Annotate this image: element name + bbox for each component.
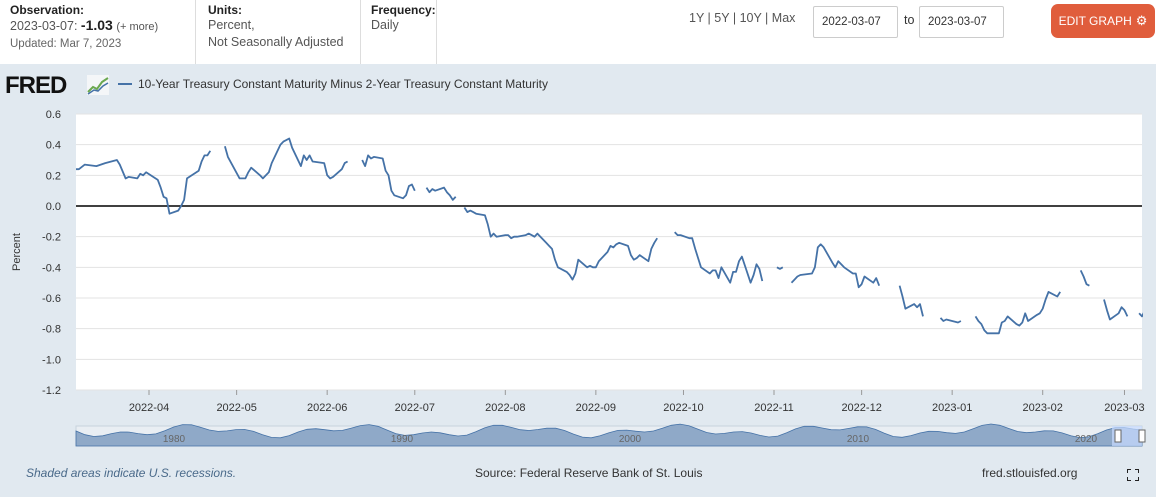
fred-logo-graph-icon xyxy=(87,75,109,95)
range-5y[interactable]: 5Y xyxy=(714,11,730,25)
series-line-segment xyxy=(898,285,924,317)
y-tick-label: -0.2 xyxy=(42,232,61,244)
series-line-segment xyxy=(776,266,784,270)
legend-series-name: 10-Year Treasury Constant Maturity Minus… xyxy=(138,77,548,91)
x-tick-label: 2023-01 xyxy=(932,402,972,414)
units-line1: Percent, xyxy=(208,18,255,32)
observation-date: 2023-03-07: xyxy=(10,19,78,33)
navigator-tick-label: 1990 xyxy=(391,434,414,445)
x-tick-label: 2022-07 xyxy=(395,402,435,414)
x-tick-label: 2023-03 xyxy=(1104,402,1144,414)
frequency-box: Frequency: Daily xyxy=(361,0,437,64)
y-tick-label: -0.8 xyxy=(42,324,61,336)
range-1y[interactable]: 1Y xyxy=(689,11,705,25)
navigator-area xyxy=(75,423,1143,447)
updated-date: Updated: Mar 7, 2023 xyxy=(10,38,122,50)
gear-icon: ⚙ xyxy=(1135,13,1148,28)
fullscreen-icon[interactable] xyxy=(1127,469,1139,481)
header-bar: Observation: 2023-03-07: -1.03 (+ more) … xyxy=(0,0,1156,64)
y-tick-label: -1.0 xyxy=(42,354,61,366)
x-tick-label: 2022-09 xyxy=(576,402,616,414)
navigator-tick-label: 2020 xyxy=(1075,434,1098,445)
series-line-segment xyxy=(1079,270,1090,287)
navigator-tick-label: 2000 xyxy=(619,434,642,445)
date-to-input[interactable] xyxy=(919,6,1004,38)
observation-label: Observation: xyxy=(10,3,85,17)
recession-note: Shaded areas indicate U.S. recessions. xyxy=(26,466,237,480)
series-line-segment xyxy=(76,150,212,215)
series-line-segment xyxy=(463,207,658,281)
x-tick-label: 2022-08 xyxy=(485,402,525,414)
y-tick-label: 0.2 xyxy=(46,170,61,182)
series-line-segment xyxy=(425,186,457,201)
x-tick-label: 2022-12 xyxy=(841,402,881,414)
observation-value: -1.03 xyxy=(80,17,113,33)
series-line-segment xyxy=(674,231,764,284)
x-tick-label: 2022-04 xyxy=(129,402,169,414)
series-line-segment xyxy=(361,154,416,200)
range-selector: 1Y | 5Y | 10Y | Max xyxy=(689,11,796,25)
y-tick-label: 0.6 xyxy=(46,109,61,121)
to-label: to xyxy=(904,13,915,27)
x-tick-label: 2022-11 xyxy=(754,402,794,414)
frequency-label: Frequency: xyxy=(371,3,436,17)
edit-graph-button[interactable]: EDIT GRAPH ⚙ xyxy=(1051,4,1155,38)
observation-more-link[interactable]: (+ more) xyxy=(116,21,159,33)
frequency-value: Daily xyxy=(371,18,399,32)
navigator-handle-right[interactable] xyxy=(1138,429,1146,443)
navigator-handle-left[interactable] xyxy=(1114,429,1122,443)
units-box: Units: Percent, Not Seasonally Adjusted xyxy=(198,0,361,64)
x-tick-label: 2022-05 xyxy=(216,402,256,414)
y-tick-label: -0.6 xyxy=(42,293,61,305)
series-line-segment xyxy=(224,137,349,180)
series-line-segment xyxy=(790,243,881,289)
x-tick-label: 2022-10 xyxy=(663,402,703,414)
y-tick-label: 0.4 xyxy=(46,140,61,152)
chart-legend: 10-Year Treasury Constant Maturity Minus… xyxy=(118,77,548,91)
series-line-segment xyxy=(1138,312,1143,318)
line-chart: 0.6 0.4 0.2 0.0 -0.2 -0.4 -0.6 -0.8 -1.0 -1.2 2022… xyxy=(11,109,1146,447)
observation-box: Observation: 2023-03-07: -1.03 (+ more) … xyxy=(0,0,196,64)
edit-graph-label: EDIT GRAPH xyxy=(1058,14,1132,28)
legend-swatch xyxy=(118,83,132,85)
x-tick-label: 2023-02 xyxy=(1023,402,1063,414)
y-tick-label: 0.0 xyxy=(46,201,61,213)
y-tick-label: -1.2 xyxy=(42,385,61,397)
date-from-input[interactable] xyxy=(813,6,898,38)
series-line-segment xyxy=(1103,299,1129,321)
units-label: Units: xyxy=(208,3,242,17)
range-10y[interactable]: 10Y xyxy=(739,11,762,25)
series-line-segment xyxy=(974,290,1061,335)
site-link[interactable]: fred.stlouisfed.org xyxy=(982,466,1078,480)
navigator-tick-label: 1980 xyxy=(163,434,186,445)
source-note: Source: Federal Reserve Bank of St. Loui… xyxy=(475,466,703,480)
plot-area xyxy=(76,114,1142,390)
range-max[interactable]: Max xyxy=(771,11,796,25)
y-axis-label: Percent xyxy=(11,233,23,271)
series-line-segment xyxy=(939,317,962,324)
units-line2: Not Seasonally Adjusted xyxy=(208,35,344,49)
fred-logo[interactable]: FRED xyxy=(5,72,67,99)
y-tick-label: -0.4 xyxy=(42,262,61,274)
x-tick-label: 2022-06 xyxy=(307,402,347,414)
navigator-tick-label: 2010 xyxy=(847,434,870,445)
